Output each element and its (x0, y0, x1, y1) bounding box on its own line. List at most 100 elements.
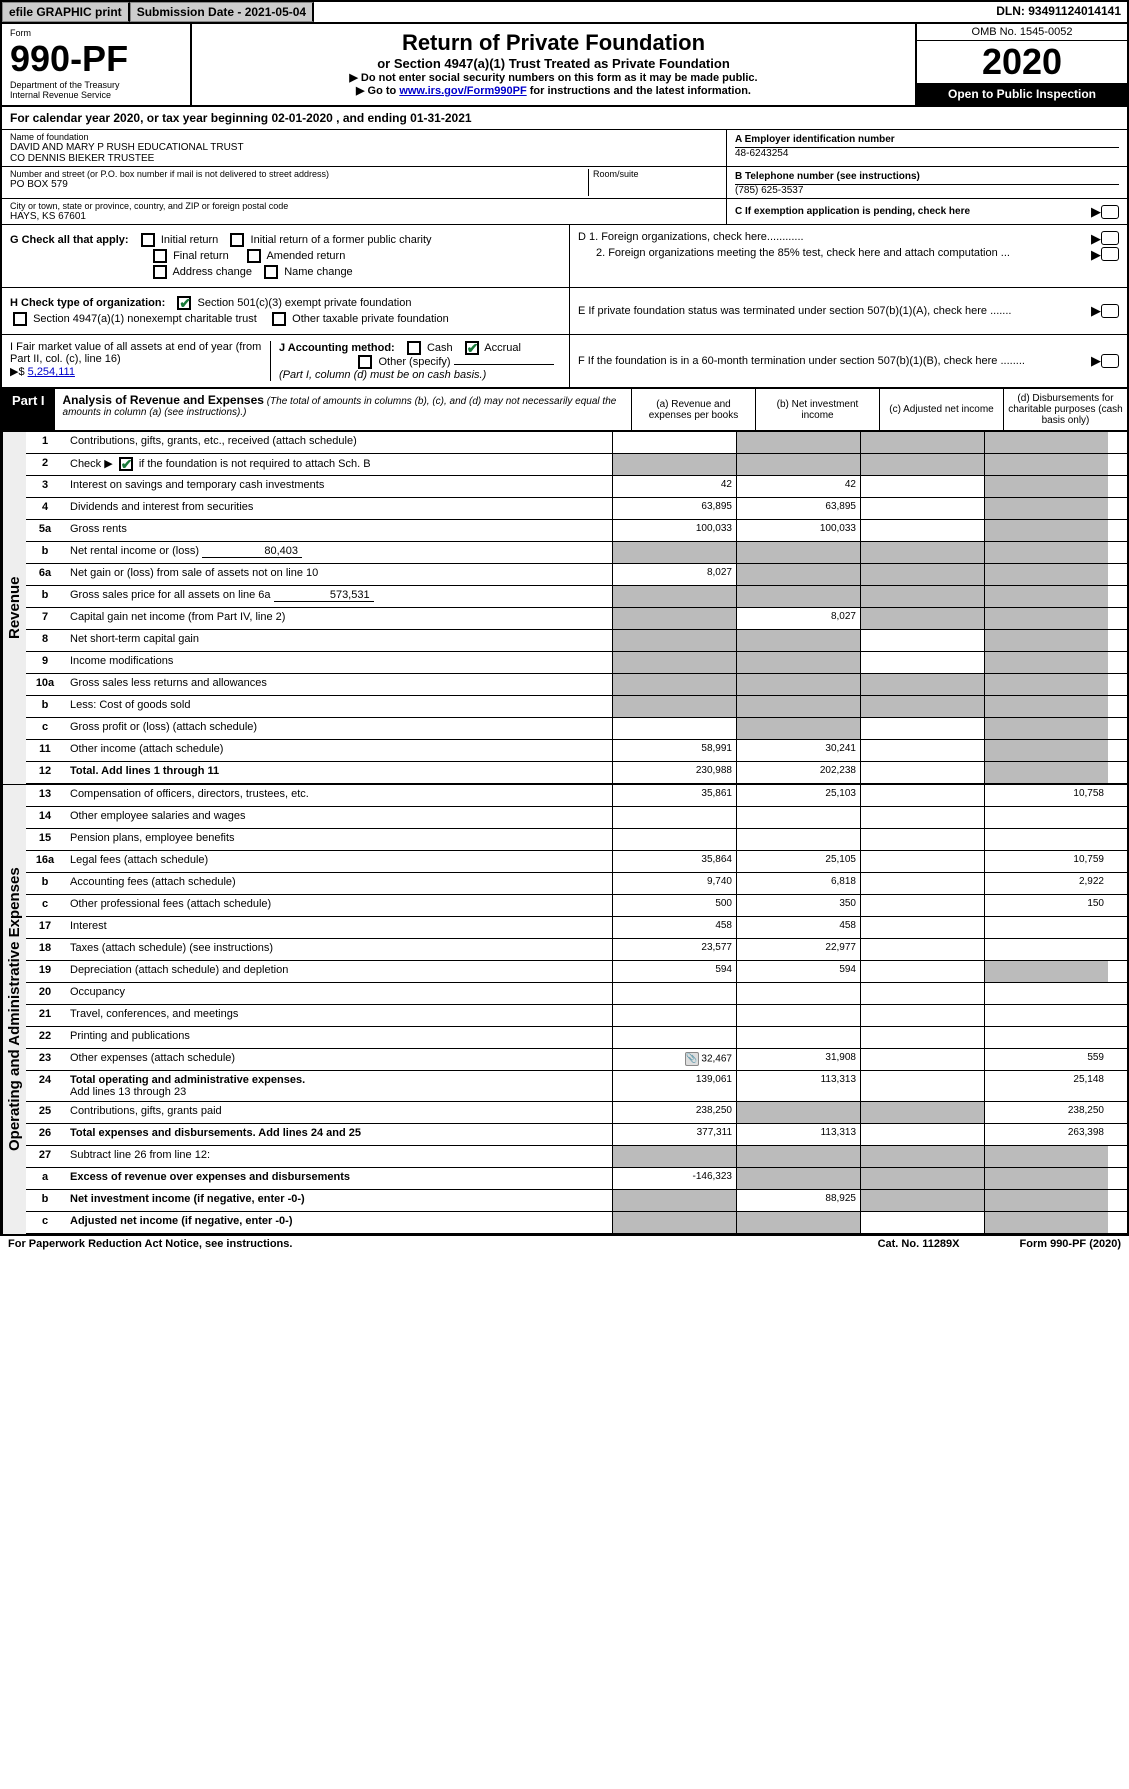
table-row: bLess: Cost of goods sold (26, 696, 1127, 718)
phone: (785) 625-3537 (735, 185, 1119, 196)
footer: For Paperwork Reduction Act Notice, see … (0, 1236, 1129, 1252)
fmv-value[interactable]: 5,254,111 (28, 366, 75, 378)
f-label: F If the foundation is in a 60-month ter… (578, 355, 1091, 367)
d1: D 1. Foreign organizations, check here..… (578, 231, 1119, 247)
name-label: Name of foundation (10, 132, 718, 142)
table-row: 26Total expenses and disbursements. Add … (26, 1124, 1127, 1146)
table-row: cGross profit or (loss) (attach schedule… (26, 718, 1127, 740)
table-row: bGross sales price for all assets on lin… (26, 586, 1127, 608)
i-label: I Fair market value of all assets at end… (10, 341, 261, 365)
cb-initial-former[interactable] (230, 233, 244, 247)
table-row: 15Pension plans, employee benefits (26, 829, 1127, 851)
address: PO BOX 579 (10, 179, 588, 190)
top-bar: efile GRAPHIC print Submission Date - 20… (2, 2, 1127, 24)
form-number: 990-PF (10, 38, 182, 80)
g-section: G Check all that apply: Initial return I… (10, 233, 561, 247)
cb-cash[interactable] (407, 341, 421, 355)
c-checkbox[interactable] (1101, 205, 1119, 219)
table-row: 9Income modifications (26, 652, 1127, 674)
table-row: 14Other employee salaries and wages (26, 807, 1127, 829)
table-row: 1Contributions, gifts, grants, etc., rec… (26, 432, 1127, 454)
table-row: bNet rental income or (loss) 80,403 (26, 542, 1127, 564)
form-word: Form (10, 28, 182, 38)
table-row: 11Other income (attach schedule)58,99130… (26, 740, 1127, 762)
table-row: 20Occupancy (26, 983, 1127, 1005)
d2-checkbox[interactable] (1101, 247, 1119, 261)
table-row: 25Contributions, gifts, grants paid238,2… (26, 1102, 1127, 1124)
part1-label: Part I (2, 389, 55, 430)
table-row: 7Capital gain net income (from Part IV, … (26, 608, 1127, 630)
city-label: City or town, state or province, country… (10, 201, 718, 211)
part1-desc: Analysis of Revenue and Expenses (The to… (55, 389, 631, 430)
cb-amended[interactable] (247, 249, 261, 263)
table-row: cOther professional fees (attach schedul… (26, 895, 1127, 917)
form-title: Return of Private Foundation (198, 30, 909, 56)
cb-final[interactable] (153, 249, 167, 263)
c-label: C If exemption application is pending, c… (735, 206, 1091, 217)
cb-501c3[interactable] (177, 296, 191, 310)
attach-icon[interactable]: 📎 (685, 1052, 699, 1066)
table-row: 12Total. Add lines 1 through 11230,98820… (26, 762, 1127, 784)
cb-name-change[interactable] (264, 265, 278, 279)
cb-initial[interactable] (141, 233, 155, 247)
foundation-name: DAVID AND MARY P RUSH EDUCATIONAL TRUST … (10, 142, 718, 164)
table-row: 18Taxes (attach schedule) (see instructi… (26, 939, 1127, 961)
form-subtitle: or Section 4947(a)(1) Trust Treated as P… (198, 56, 909, 71)
cb-addr-change[interactable] (153, 265, 167, 279)
submission-date: Submission Date - 2021-05-04 (130, 2, 314, 22)
col-c-header: (c) Adjusted net income (879, 389, 1003, 430)
year-box: OMB No. 1545-0052 2020 Open to Public In… (917, 24, 1127, 105)
form-box: Form 990-PF Department of the Treasury I… (2, 24, 192, 105)
table-row: 27Subtract line 26 from line 12: (26, 1146, 1127, 1168)
d1-checkbox[interactable] (1101, 231, 1119, 245)
phone-label: B Telephone number (see instructions) (735, 171, 920, 182)
col-d-header: (d) Disbursements for charitable purpose… (1003, 389, 1127, 430)
title-box: Return of Private Foundation or Section … (192, 24, 917, 105)
cb-accrual[interactable] (465, 341, 479, 355)
table-row: 17Interest458458 (26, 917, 1127, 939)
col-b-header: (b) Net investment income (755, 389, 879, 430)
table-row: bAccounting fees (attach schedule)9,7406… (26, 873, 1127, 895)
table-row: 8Net short-term capital gain (26, 630, 1127, 652)
cb-4947[interactable] (13, 312, 27, 326)
footer-right: Form 990-PF (2020) (1020, 1238, 1121, 1250)
table-row: aExcess of revenue over expenses and dis… (26, 1168, 1127, 1190)
table-row: bNet investment income (if negative, ent… (26, 1190, 1127, 1212)
dln: DLN: 93491124014141 (990, 2, 1127, 22)
d2: 2. Foreign organizations meeting the 85%… (578, 247, 1119, 263)
tax-year: 2020 (917, 41, 1127, 83)
cb-other-taxable[interactable] (272, 312, 286, 326)
table-row: 4Dividends and interest from securities6… (26, 498, 1127, 520)
f-checkbox[interactable] (1101, 354, 1119, 368)
expenses-side-label: Operating and Administrative Expenses (2, 785, 26, 1234)
table-row: 16aLegal fees (attach schedule)35,86425,… (26, 851, 1127, 873)
note-link: ▶ Go to www.irs.gov/Form990PF for instru… (198, 84, 909, 97)
table-row: 10aGross sales less returns and allowanc… (26, 674, 1127, 696)
table-row: 22Printing and publications (26, 1027, 1127, 1049)
table-row: 2Check ▶ if the foundation is not requir… (26, 454, 1127, 476)
dept: Department of the Treasury (10, 80, 182, 90)
table-row: 24Total operating and administrative exp… (26, 1071, 1127, 1102)
footer-mid: Cat. No. 11289X (878, 1238, 960, 1250)
e-checkbox[interactable] (1101, 304, 1119, 318)
footer-left: For Paperwork Reduction Act Notice, see … (8, 1238, 292, 1250)
table-row: 3Interest on savings and temporary cash … (26, 476, 1127, 498)
ein-label: A Employer identification number (735, 134, 895, 145)
table-row: cAdjusted net income (if negative, enter… (26, 1212, 1127, 1234)
cb-schb[interactable] (119, 457, 133, 471)
calendar-year: For calendar year 2020, or tax year begi… (2, 105, 1127, 130)
omb: OMB No. 1545-0052 (917, 24, 1127, 41)
table-row: 21Travel, conferences, and meetings (26, 1005, 1127, 1027)
ein: 48-6243254 (735, 148, 1119, 159)
table-row: 23Other expenses (attach schedule)📎 32,4… (26, 1049, 1127, 1071)
table-row: 13Compensation of officers, directors, t… (26, 785, 1127, 807)
open-inspection: Open to Public Inspection (917, 83, 1127, 105)
cb-other-method[interactable] (358, 355, 372, 369)
table-row: 5aGross rents100,033100,033 (26, 520, 1127, 542)
table-row: 19Depreciation (attach schedule) and dep… (26, 961, 1127, 983)
irs: Internal Revenue Service (10, 90, 182, 100)
city: HAYS, KS 67601 (10, 211, 718, 222)
efile-print[interactable]: efile GRAPHIC print (2, 2, 130, 22)
e-label: E If private foundation status was termi… (578, 305, 1091, 317)
irs-link[interactable]: www.irs.gov/Form990PF (399, 85, 526, 97)
